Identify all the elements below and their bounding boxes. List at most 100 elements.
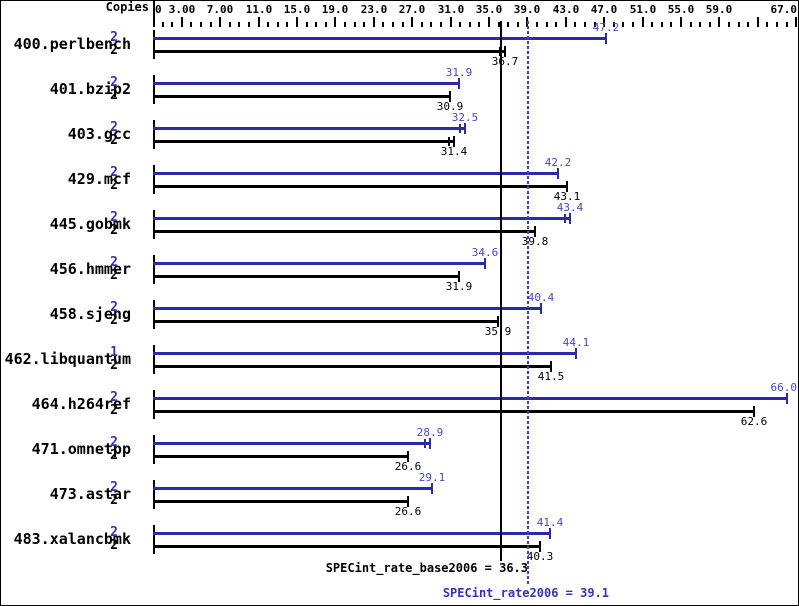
axis-minor-tick [315, 22, 317, 27]
base-bar-value-label: 31.9 [445, 280, 473, 293]
base-bar-end-tick [566, 181, 568, 192]
axis-minor-tick [344, 22, 346, 27]
peak-bar [153, 217, 570, 220]
peak-bar-value-label: 29.1 [418, 471, 446, 484]
axis-minor-tick [747, 22, 749, 27]
axis-tick-label: 15.0 [283, 3, 311, 16]
base-copies-value: 2 [110, 268, 118, 283]
axis-minor-tick [210, 22, 212, 27]
peak-bar-median-tick [564, 214, 566, 223]
axis-minor-tick [594, 22, 596, 27]
axis-minor-tick [277, 22, 279, 27]
axis-major-tick [181, 17, 183, 27]
axis-minor-tick [622, 22, 624, 27]
base-bar [153, 500, 408, 503]
axis-minor-tick [469, 22, 471, 27]
peak-bar [153, 82, 459, 85]
base-bar-value-label: 39.8 [521, 235, 549, 248]
axis-major-tick [680, 17, 682, 27]
axis-minor-tick [421, 22, 423, 27]
axis-major-tick [642, 17, 644, 27]
peak-copies-value: 2 [110, 300, 118, 315]
peak-copies-value: 2 [110, 210, 118, 225]
peak-bar-end-tick [464, 123, 466, 134]
group-axis-spine [153, 345, 155, 374]
axis-tick-label: 55.0 [667, 3, 695, 16]
base-bar-end-tick [534, 226, 536, 237]
axis-minor-tick [786, 22, 788, 27]
peak-copies-value: 2 [110, 30, 118, 45]
peak-bar-end-tick [484, 258, 486, 269]
base-copies-value: 2 [110, 133, 118, 148]
axis-minor-tick [728, 22, 730, 27]
axis-minor-tick [478, 22, 480, 27]
peak-bar-value-label: 43.4 [556, 201, 584, 214]
peak-bar-value-label: 44.1 [562, 336, 590, 349]
axis-minor-tick [354, 22, 356, 27]
base-bar-value-label: 26.6 [394, 460, 422, 473]
peak-bar [153, 307, 541, 310]
base-copies-value: 2 [110, 223, 118, 238]
peak-bar-median-tick [459, 124, 461, 133]
axis-major-tick [334, 17, 336, 27]
benchmark-label: 403.gcc [67, 125, 131, 143]
peak-bar-end-tick [540, 303, 542, 314]
axis-minor-tick [162, 22, 164, 27]
base-bar-value-label: 40.3 [526, 550, 554, 563]
axis-tick-label: 35.0 [475, 3, 503, 16]
axis-minor-tick [536, 22, 538, 27]
peak-bar [153, 487, 432, 490]
axis-tick-label: 67.0 [770, 3, 798, 16]
base-bar-value-label: 36.7 [491, 55, 519, 68]
axis-minor-tick [306, 22, 308, 27]
benchmark-label: 401.bzip2 [49, 80, 131, 98]
base-bar [153, 275, 459, 278]
peak-bar-value-label: 66.0 [770, 381, 798, 394]
axis-major-tick [411, 17, 413, 27]
group-axis-spine [153, 120, 155, 149]
axis-minor-tick [325, 22, 327, 27]
peak-bar [153, 172, 558, 175]
peak-copies-value: 2 [110, 435, 118, 450]
base-bar [153, 230, 535, 233]
axis-major-tick [373, 17, 375, 27]
axis-minor-tick [498, 22, 500, 27]
axis-minor-tick [670, 22, 672, 27]
axis-minor-tick [248, 22, 250, 27]
group-axis-spine [153, 390, 155, 419]
axis-minor-tick [699, 22, 701, 27]
axis-minor-tick [738, 22, 740, 27]
axis-tick-label: 43.0 [552, 3, 580, 16]
base-bar [153, 410, 754, 413]
axis-minor-tick [363, 22, 365, 27]
peak-bar [153, 262, 485, 265]
axis-minor-tick [440, 22, 442, 27]
group-axis-spine [153, 300, 155, 329]
peak-bar-end-tick [458, 78, 460, 89]
axis-major-tick [603, 17, 605, 27]
base-bar [153, 95, 450, 98]
peak-bar-value-label: 31.9 [445, 66, 473, 79]
base-copies-value: 2 [110, 313, 118, 328]
base-reference-line [500, 21, 502, 561]
benchmark-label: 445.gobmk [49, 215, 131, 233]
peak-copies-value: 2 [110, 525, 118, 540]
peak-bar-end-tick [431, 483, 433, 494]
base-bar-end-tick [449, 91, 451, 102]
base-bar-end-tick [539, 541, 541, 552]
base-copies-value: 2 [110, 43, 118, 58]
base-bar-value-label: 30.9 [436, 100, 464, 113]
peak-bar-end-tick [605, 33, 607, 44]
peak-bar-end-tick [786, 393, 788, 404]
peak-bar [153, 37, 606, 40]
base-bar [153, 545, 540, 548]
axis-tick-label: 3.00 [168, 3, 196, 16]
axis-minor-tick [430, 22, 432, 27]
base-bar [153, 365, 551, 368]
base-bar-value-label: 31.4 [440, 145, 468, 158]
peak-bar-value-label: 40.4 [527, 291, 555, 304]
group-axis-spine [153, 75, 155, 104]
axis-tick-label: 0 [155, 3, 162, 16]
base-bar-end-tick [753, 406, 755, 417]
peak-bar-value-label: 47.2 [592, 21, 620, 34]
